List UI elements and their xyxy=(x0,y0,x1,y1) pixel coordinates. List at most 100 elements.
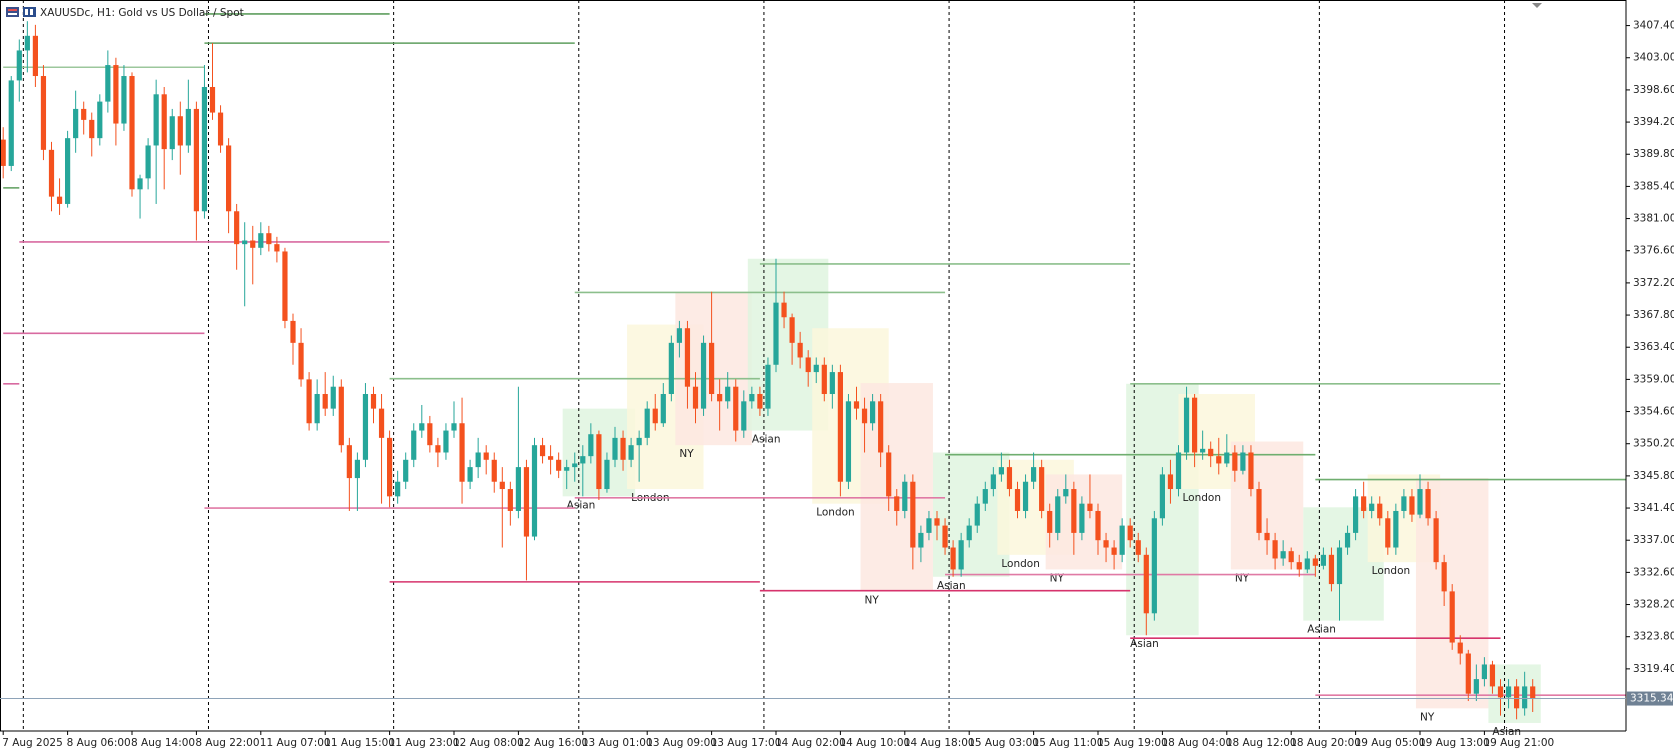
x-tick-label: 13 Aug 17:00 xyxy=(711,737,782,749)
y-tick-label: 3319.40 xyxy=(1633,663,1674,675)
candle-body xyxy=(65,138,71,204)
candle-body xyxy=(644,408,650,438)
session-label: NY xyxy=(679,448,694,460)
header-icon xyxy=(23,7,36,17)
x-tick-label: 13 Aug 09:00 xyxy=(646,737,717,749)
candle-body xyxy=(1473,679,1479,694)
candle-body xyxy=(1119,525,1125,555)
candle-body xyxy=(48,149,55,197)
candle-body xyxy=(89,119,95,139)
candle-body xyxy=(588,434,594,457)
candle-body xyxy=(837,372,843,482)
candle-body xyxy=(290,320,296,343)
candle-body xyxy=(934,518,940,526)
candle-body xyxy=(467,467,473,482)
candle-body xyxy=(113,65,119,124)
candle-body xyxy=(789,317,795,343)
candle-body xyxy=(0,139,6,166)
candle-body xyxy=(1087,503,1093,511)
candle-body xyxy=(741,401,747,431)
x-tick-label: 7 Aug 2025 xyxy=(2,737,63,749)
candle-body xyxy=(1256,489,1262,533)
candle-body xyxy=(1522,686,1528,709)
y-tick-label: 3376.60 xyxy=(1633,245,1674,257)
candle-body xyxy=(539,445,546,457)
candle-body xyxy=(338,386,344,446)
candle-body xyxy=(700,342,707,409)
candle-body xyxy=(1465,653,1471,694)
y-tick-label: 3354.60 xyxy=(1633,406,1674,418)
candle-body xyxy=(1361,496,1367,511)
candle-body xyxy=(652,408,658,424)
header-icon xyxy=(25,9,28,15)
session-label: NY xyxy=(1420,711,1435,723)
candle-body xyxy=(1377,503,1383,519)
candle-body xyxy=(878,401,884,453)
candle-body xyxy=(564,467,570,471)
candle-body xyxy=(902,481,908,511)
candle-body xyxy=(1328,554,1335,585)
candle-body xyxy=(354,459,360,479)
candle-body xyxy=(950,547,956,570)
candle-body xyxy=(427,423,433,446)
x-tick-label: 14 Aug 02:00 xyxy=(775,737,846,749)
candle-body xyxy=(475,452,481,468)
candle-body xyxy=(773,302,779,365)
candle-body xyxy=(684,328,691,387)
candle-body xyxy=(24,35,30,51)
y-tick-label: 3381.00 xyxy=(1633,213,1674,225)
candle-body xyxy=(282,251,288,321)
y-tick-label: 3323.80 xyxy=(1633,631,1674,643)
candle-body xyxy=(105,65,111,102)
candle-body xyxy=(918,532,924,548)
candle-body xyxy=(40,76,47,150)
session-label: Asian xyxy=(752,434,781,446)
candle-body xyxy=(362,394,369,460)
y-tick-label: 3332.60 xyxy=(1633,566,1674,578)
candle-body xyxy=(1063,489,1069,497)
candles xyxy=(0,21,1536,720)
candle-body xyxy=(266,233,272,245)
candle-body xyxy=(1127,525,1133,541)
chart-title: XAUUSDc, H1: Gold vs US Dollar / Spot xyxy=(40,7,244,19)
session-label: Asian xyxy=(1307,624,1336,636)
candle-body xyxy=(16,50,22,81)
candle-body xyxy=(250,240,256,248)
candle-body xyxy=(1433,518,1439,563)
candle-body xyxy=(1369,503,1375,511)
candle-body xyxy=(1248,452,1254,490)
session-label: London xyxy=(1001,558,1040,570)
candle-body xyxy=(829,372,835,395)
candle-body xyxy=(1296,562,1302,570)
candle-body xyxy=(1192,397,1198,453)
candle-body xyxy=(596,434,602,490)
x-tick-label: 8 Aug 22:00 xyxy=(195,737,259,749)
candle-body xyxy=(177,116,183,146)
candle-body xyxy=(314,394,320,424)
candle-body xyxy=(1143,554,1149,614)
candle-body xyxy=(982,489,988,504)
candle-body xyxy=(153,94,159,146)
candle-body xyxy=(1135,540,1141,555)
x-tick-label: 18 Aug 04:00 xyxy=(1161,737,1232,749)
candle-body xyxy=(121,76,127,124)
candle-body xyxy=(725,386,731,402)
candle-body xyxy=(1216,456,1222,464)
candle-body xyxy=(1183,397,1190,453)
candle-body xyxy=(258,233,264,248)
candle-body xyxy=(1505,686,1512,698)
candle-body xyxy=(845,401,852,482)
candle-body xyxy=(942,525,948,548)
candle-body xyxy=(1232,452,1238,471)
candle-body xyxy=(129,76,135,190)
candle-body xyxy=(8,80,14,166)
y-tick-label: 3403.00 xyxy=(1633,52,1674,64)
x-tick-label: 15 Aug 19:00 xyxy=(1097,737,1168,749)
candle-body xyxy=(491,459,497,482)
candle-body xyxy=(209,86,216,113)
x-tick-label: 18 Aug 12:00 xyxy=(1226,737,1297,749)
candle-body xyxy=(1151,518,1157,614)
x-tick-label: 11 Aug 07:00 xyxy=(260,737,331,749)
